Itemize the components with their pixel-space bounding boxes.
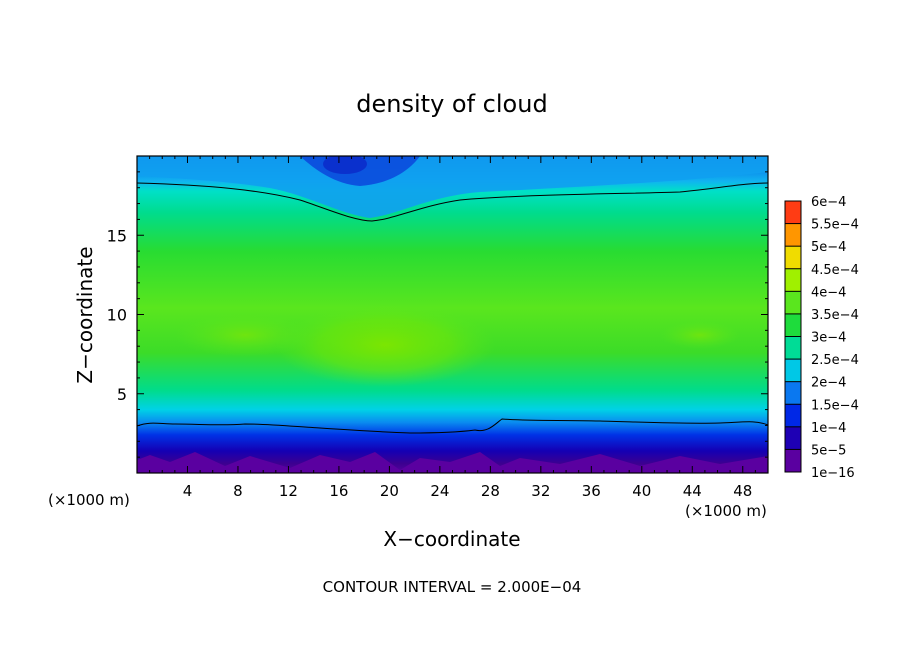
colorbar-swatch	[785, 449, 801, 472]
field-blob-center	[275, 303, 495, 387]
y-axis: 5 10 15	[107, 171, 768, 458]
x-tick-label: 20	[380, 482, 399, 500]
y-unit-right: (×1000 m)	[685, 502, 767, 520]
x-tick-label: 24	[430, 482, 449, 500]
colorbar-label: 3e−4	[811, 331, 846, 346]
contour-interval-note: CONTOUR INTERVAL = 2.000E−04	[323, 578, 582, 596]
colorbar-swatch	[785, 359, 801, 382]
colorbar-label: 3.5e−4	[811, 308, 859, 323]
y-axis-label: Z−coordinate	[73, 246, 97, 383]
colorbar-swatch	[785, 291, 801, 314]
colorbar-label: 4.5e−4	[811, 263, 859, 278]
x-tick-label: 12	[279, 482, 298, 500]
colorbar-swatch	[785, 426, 801, 450]
field-bottom-ragged	[137, 452, 768, 473]
colorbar-swatch	[785, 223, 801, 247]
x-tick-label: 8	[233, 482, 243, 500]
contour-line-upper	[136, 182, 769, 222]
colorbar-label: 1e−16	[811, 466, 855, 481]
colorbar-label: 6e−4	[811, 195, 846, 210]
y-tick-label: 5	[117, 385, 127, 404]
colorbar-label: 1e−4	[811, 421, 846, 436]
density-field	[137, 156, 768, 473]
colorbar-swatch	[785, 381, 801, 405]
colorbar: 1e−16 5e−5 1e−4 1.5e−4 2e−4 2.5e−4 3e−4 3.5e−4 4…	[784, 195, 859, 481]
x-tick-label: 32	[531, 482, 550, 500]
x-axis: 4 8 12 16 20 24 28 32 36 40 44 48	[149, 156, 756, 500]
x-unit-left: (×1000 m)	[48, 491, 130, 509]
colorbar-swatch	[785, 313, 801, 337]
field-top-dip	[137, 156, 768, 218]
colorbar-label: 2.5e−4	[811, 353, 859, 368]
x-axis-label: X−coordinate	[383, 527, 520, 551]
x-tick-label: 44	[683, 482, 702, 500]
x-tick-label: 16	[329, 482, 348, 500]
colorbar-swatch	[785, 201, 801, 224]
x-tick-label: 4	[183, 482, 193, 500]
colorbar-swatch	[785, 246, 801, 269]
x-tick-label: 40	[632, 482, 651, 500]
chart-title: density of cloud	[356, 90, 547, 118]
colorbar-label: 5e−4	[811, 240, 846, 255]
field-top-spot	[323, 156, 367, 174]
colorbar-label: 2e−4	[811, 376, 846, 391]
y-tick-label: 15	[107, 226, 127, 245]
x-tick-label: 36	[582, 482, 601, 500]
field-blob-right	[660, 321, 740, 349]
colorbar-label: 5e−5	[811, 443, 846, 458]
contour-line-lower	[136, 418, 769, 434]
colorbar-swatch	[785, 268, 801, 292]
field-blob-left	[175, 313, 315, 357]
colorbar-label: 1.5e−4	[811, 398, 859, 413]
x-tick-label: 48	[733, 482, 752, 500]
y-tick-label: 10	[107, 306, 127, 325]
colorbar-label: 5.5e−4	[811, 218, 859, 233]
colorbar-swatch	[785, 404, 801, 427]
colorbar-label: 4e−4	[811, 285, 846, 300]
x-tick-label: 28	[481, 482, 500, 500]
colorbar-swatch	[785, 336, 801, 360]
